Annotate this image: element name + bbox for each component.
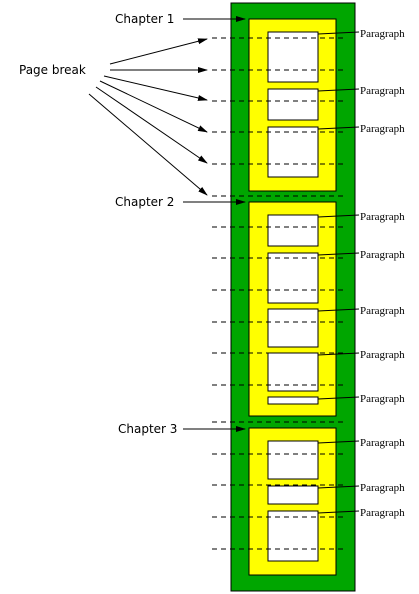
chapter-3-label: Chapter 3 xyxy=(118,422,177,436)
paragraph-block xyxy=(267,252,319,304)
paragraph-leader xyxy=(317,485,360,489)
page-break-arrow xyxy=(109,38,208,65)
paragraph-leader xyxy=(317,396,360,400)
paragraph-leader xyxy=(317,88,360,92)
paragraph-block xyxy=(267,510,319,562)
paragraph-block xyxy=(267,214,319,247)
paragraph-label: Paragraph xyxy=(360,507,405,519)
paragraph-block xyxy=(267,126,319,178)
paragraph-block xyxy=(267,31,319,83)
paragraph-block xyxy=(267,440,319,480)
paragraph-block xyxy=(267,485,319,505)
paragraph-leader xyxy=(317,214,360,218)
page-break-arrow xyxy=(103,75,208,101)
paragraph-label: Paragraph xyxy=(360,123,405,135)
paragraph-label: Paragraph xyxy=(360,349,405,361)
paragraph-leader xyxy=(317,31,360,35)
paragraph-leader xyxy=(317,440,360,444)
page-break-label: Page break xyxy=(19,63,86,77)
paragraph-label: Paragraph xyxy=(360,482,405,494)
page-break-arrow xyxy=(88,93,208,196)
paragraph-block xyxy=(267,308,319,348)
paragraph-block xyxy=(267,88,319,121)
paragraph-leader xyxy=(317,308,360,312)
chapter-1-label: Chapter 1 xyxy=(115,12,174,26)
paragraph-label: Paragraph xyxy=(360,211,405,223)
paragraph-leader xyxy=(317,252,360,256)
paragraph-label: Paragraph xyxy=(360,28,405,40)
paragraph-label: Paragraph xyxy=(360,249,405,261)
page-break-arrow xyxy=(99,80,208,133)
paragraph-leader xyxy=(317,352,360,356)
paragraph-leader xyxy=(317,510,360,514)
paragraph-label: Paragraph xyxy=(360,437,405,449)
paragraph-block xyxy=(267,396,319,405)
paragraph-label: Paragraph xyxy=(360,85,405,97)
paragraph-label: Paragraph xyxy=(360,305,405,317)
chapter-2-label: Chapter 2 xyxy=(115,195,174,209)
page-break-arrow xyxy=(95,86,208,164)
paragraph-leader xyxy=(317,126,360,130)
paragraph-label: Paragraph xyxy=(360,393,405,405)
